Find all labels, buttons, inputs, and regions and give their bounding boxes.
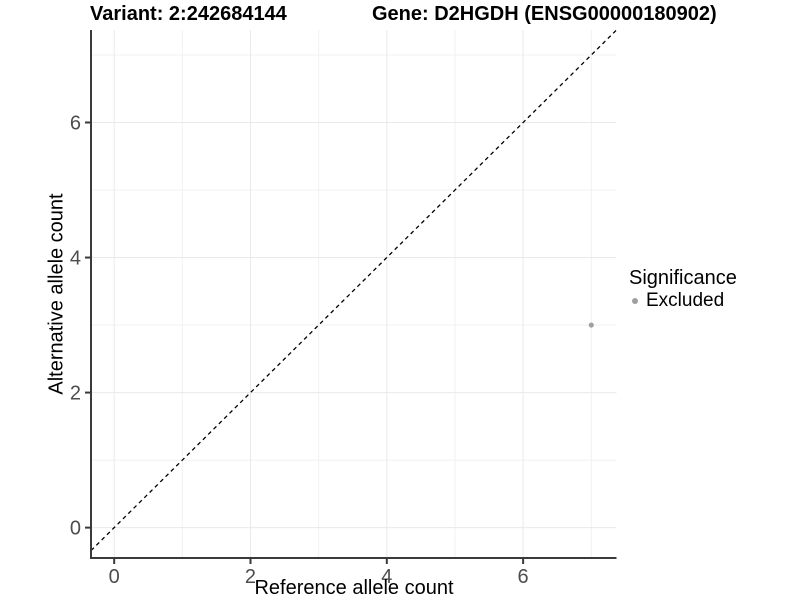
plot-title-variant: Variant: 2:242684144 — [90, 3, 287, 25]
identity-reference-line — [90, 29, 617, 552]
plot-title-gene: Gene: D2HGDH (ENSG00000180902) — [372, 3, 717, 25]
y-tick-label: 4 — [70, 248, 81, 270]
legend-title: Significance — [629, 267, 737, 289]
legend-key-dot-icon — [632, 298, 638, 304]
x-tick-label: 2 — [245, 566, 256, 588]
legend-item-label: Excluded — [646, 290, 725, 311]
x-tick-label: 0 — [109, 566, 120, 588]
y-tick-label: 2 — [70, 383, 81, 405]
data-point — [588, 322, 594, 328]
legend-items: Excluded — [628, 290, 737, 312]
legend: Significance Excluded — [628, 266, 737, 312]
x-axis-title: Reference allele count — [254, 577, 454, 599]
x-tick-label: 6 — [518, 566, 529, 588]
y-tick-label: 6 — [70, 113, 81, 135]
y-tick-label: 0 — [70, 518, 81, 540]
y-axis-title: Alternative allele count — [45, 193, 68, 395]
x-tick-label: 4 — [381, 566, 392, 588]
legend-item: Excluded — [628, 290, 737, 312]
